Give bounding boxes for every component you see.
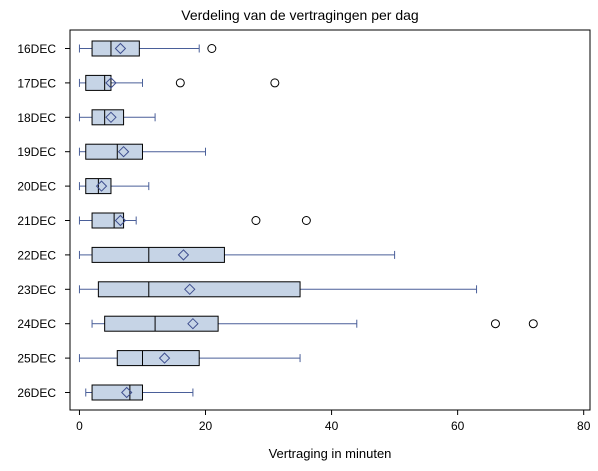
box-group-22dec xyxy=(78,246,396,263)
mean-marker xyxy=(158,352,171,364)
y-tick-label: 26DEC xyxy=(17,386,56,400)
box-group-17dec xyxy=(78,74,280,91)
mean-marker xyxy=(105,111,117,124)
x-tick-label: 20 xyxy=(199,419,213,433)
iqr-box xyxy=(116,350,200,367)
y-tick-label: 17DEC xyxy=(17,76,56,90)
outlier-point xyxy=(301,216,311,225)
box-group-23dec xyxy=(78,281,478,298)
x-tick-label: 60 xyxy=(451,419,465,433)
y-axis: 16DEC 17DEC 18DEC 19DEC 20DEC 21DEC 22DEC 23DEC… xyxy=(17,42,70,400)
iqr-box xyxy=(104,315,219,332)
outlier-point xyxy=(270,78,280,88)
box-group-16dec xyxy=(78,40,217,57)
outlier-point xyxy=(490,319,500,329)
box-group-20dec xyxy=(78,178,150,195)
y-tick-label: 19DEC xyxy=(17,145,56,159)
iqr-box xyxy=(91,384,143,401)
y-tick-label: 21DEC xyxy=(17,214,56,228)
mean-marker xyxy=(117,145,130,158)
iqr-box xyxy=(91,246,225,263)
box-group-24dec xyxy=(91,315,538,332)
box-group-25dec xyxy=(78,350,301,367)
y-tick-label: 20DEC xyxy=(17,180,56,194)
y-tick-label: 25DEC xyxy=(17,352,56,366)
mean-marker xyxy=(187,317,199,330)
boxes-layer xyxy=(78,40,538,401)
y-tick-label: 24DEC xyxy=(17,317,56,331)
x-tick-label: 0 xyxy=(76,419,83,433)
mean-marker xyxy=(95,180,108,192)
iqr-box xyxy=(97,281,301,298)
x-axis: 0 20 40 60 80 xyxy=(76,410,591,433)
x-tick-label: 80 xyxy=(577,419,591,433)
box-group-26dec xyxy=(85,384,194,401)
x-tick-label: 40 xyxy=(325,419,339,433)
outlier-point xyxy=(207,44,217,53)
mean-marker xyxy=(177,249,190,261)
y-tick-label: 18DEC xyxy=(17,111,56,125)
iqr-box xyxy=(91,212,125,229)
iqr-box xyxy=(91,109,125,126)
box-group-18dec xyxy=(78,109,156,126)
mean-marker xyxy=(184,283,196,296)
mean-marker xyxy=(114,42,127,55)
x-axis-label: Vertraging in minuten xyxy=(269,446,392,461)
mean-marker xyxy=(114,214,127,227)
outlier-point xyxy=(175,78,185,88)
iqr-box xyxy=(85,143,143,160)
y-tick-label: 23DEC xyxy=(17,283,56,297)
box-group-21dec xyxy=(78,212,311,229)
mean-marker xyxy=(121,386,133,399)
iqr-box xyxy=(85,74,112,91)
box-group-19dec xyxy=(78,143,207,160)
mean-marker xyxy=(105,77,117,89)
y-tick-label: 16DEC xyxy=(17,42,56,56)
outlier-point xyxy=(528,319,538,329)
chart-title: Verdeling van de vertragingen per dag xyxy=(181,7,418,23)
y-tick-label: 22DEC xyxy=(17,248,56,262)
outlier-point xyxy=(251,216,261,225)
